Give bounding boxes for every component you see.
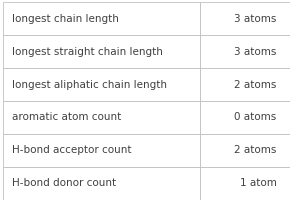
- Bar: [3, 101, 200, 134]
- Text: longest straight chain length: longest straight chain length: [11, 46, 162, 57]
- Text: 2 atoms: 2 atoms: [234, 145, 277, 156]
- Bar: [200, 68, 290, 101]
- Bar: [200, 167, 290, 200]
- Text: 0 atoms: 0 atoms: [234, 113, 277, 122]
- Text: 3 atoms: 3 atoms: [234, 14, 277, 23]
- Bar: [3, 134, 200, 167]
- Bar: [200, 35, 290, 68]
- Bar: [3, 68, 200, 101]
- Text: longest aliphatic chain length: longest aliphatic chain length: [11, 80, 166, 89]
- Bar: [3, 2, 200, 35]
- Text: H-bond donor count: H-bond donor count: [11, 179, 116, 188]
- Bar: [3, 35, 200, 68]
- Text: 2 atoms: 2 atoms: [234, 80, 277, 89]
- Text: aromatic atom count: aromatic atom count: [11, 113, 121, 122]
- Bar: [200, 134, 290, 167]
- Text: H-bond acceptor count: H-bond acceptor count: [11, 145, 131, 156]
- Bar: [200, 2, 290, 35]
- Text: 3 atoms: 3 atoms: [234, 46, 277, 57]
- Bar: [200, 101, 290, 134]
- Text: 1 atom: 1 atom: [240, 179, 277, 188]
- Bar: [3, 167, 200, 200]
- Text: longest chain length: longest chain length: [11, 14, 118, 23]
